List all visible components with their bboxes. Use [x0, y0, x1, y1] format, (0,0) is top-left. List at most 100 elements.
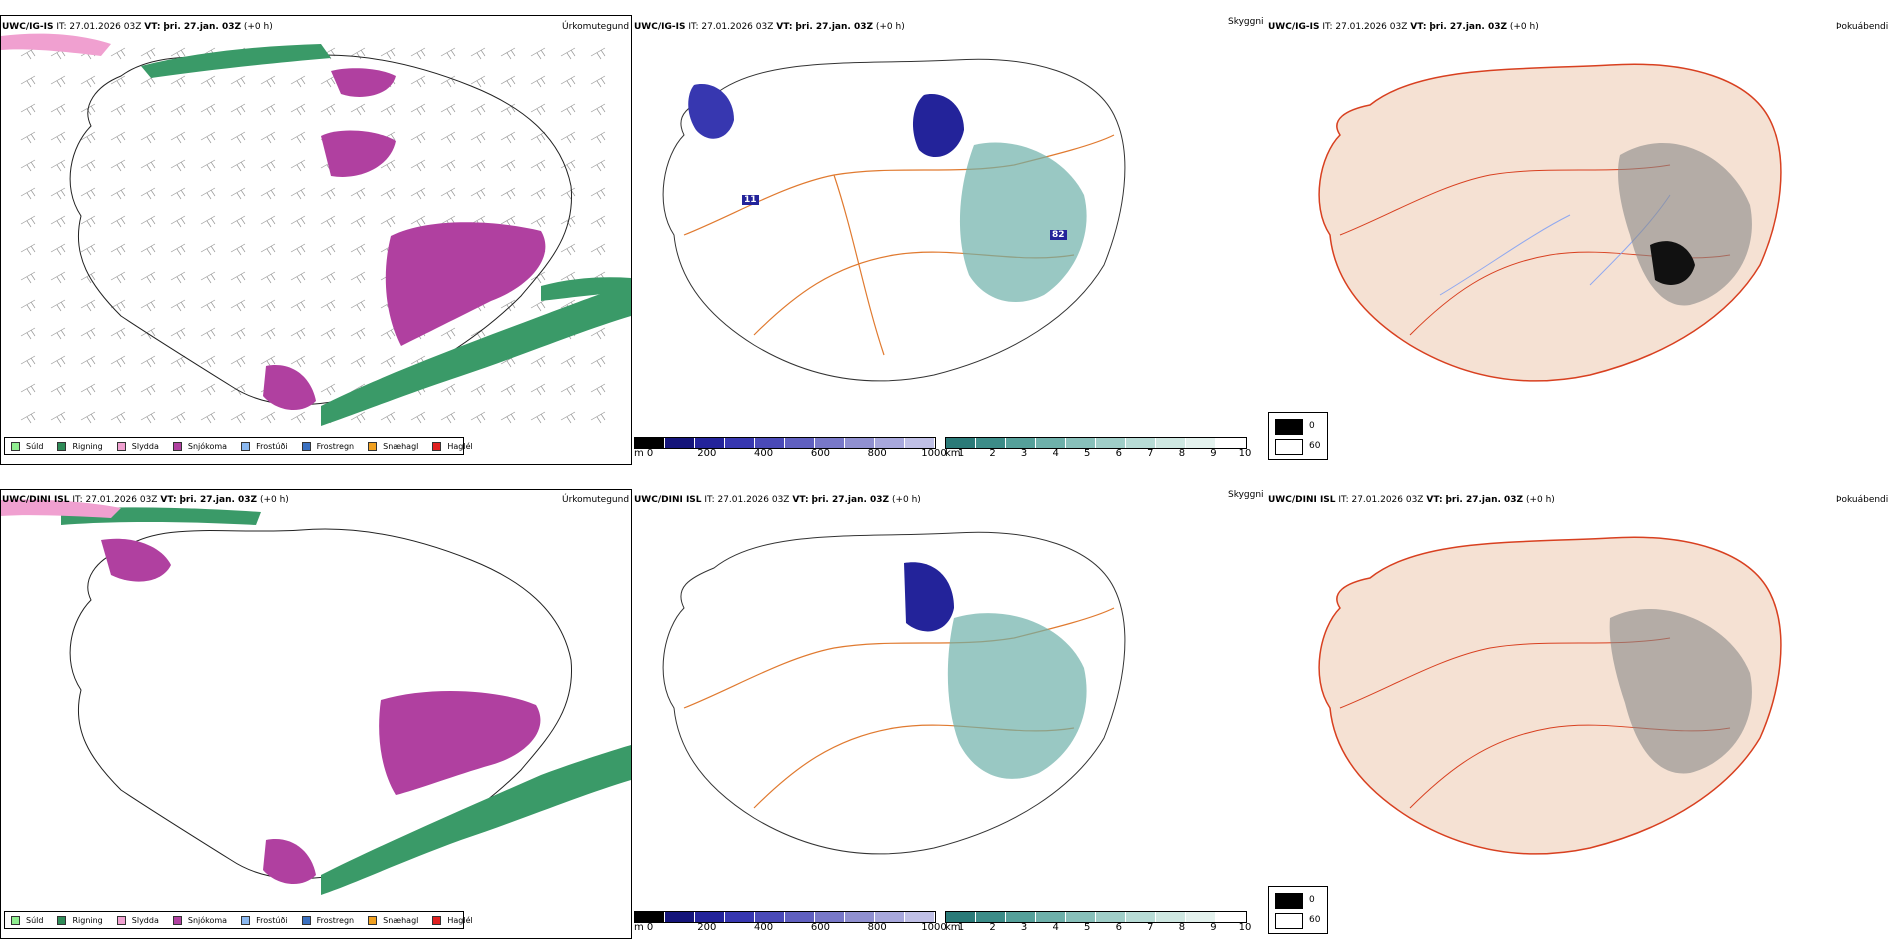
wind-barb — [440, 103, 456, 116]
colorbar-tick: 8 — [1178, 922, 1186, 933]
wind-barb — [590, 159, 606, 172]
snow-area — [385, 222, 546, 346]
wind-barb — [110, 47, 126, 60]
wind-barb — [80, 327, 96, 340]
wind-barb — [200, 103, 216, 116]
wind-barb — [500, 131, 516, 144]
legend-item: Frostregn — [301, 441, 354, 451]
wind-barb — [170, 355, 186, 368]
wind-barb — [230, 271, 246, 284]
wind-barb — [50, 131, 66, 144]
colorbar-tick: 7 — [1147, 448, 1154, 459]
vis-label: 82 — [1050, 230, 1067, 240]
valid-time-label: VT: — [144, 22, 161, 32]
wind-barb — [590, 75, 606, 88]
legend-item: Snæhagl — [368, 441, 418, 451]
visibility-shade — [959, 142, 1087, 303]
visibility-map-row1 — [662, 58, 1126, 382]
wind-barb — [110, 187, 126, 200]
legend-swatch — [301, 441, 311, 451]
wind-barb — [80, 131, 96, 144]
colorbar-segment — [875, 438, 905, 448]
wind-barb — [110, 131, 126, 144]
colorbar-tick: 9 — [1210, 448, 1217, 459]
wind-barb — [140, 327, 156, 340]
fog-swatch — [1275, 439, 1303, 455]
panel-title-fog: Þokuábendi — [1836, 495, 1889, 505]
colorbar-tick: 3 — [1020, 448, 1028, 459]
visibility-colorbar — [945, 911, 1247, 923]
wind-barb — [20, 383, 36, 396]
wind-barb — [440, 411, 456, 424]
wind-barb — [110, 159, 126, 172]
colorbar-segment — [905, 912, 935, 922]
wind-barb — [350, 271, 366, 284]
wind-barb — [170, 271, 186, 284]
wind-barb — [140, 103, 156, 116]
wind-barb — [230, 75, 246, 88]
wind-barb — [140, 299, 156, 312]
wind-barb — [80, 243, 96, 256]
colorbar-tick: 4 — [1052, 448, 1059, 459]
wind-barb — [110, 243, 126, 256]
colorbar-segment — [905, 438, 935, 448]
wind-barb — [320, 271, 336, 284]
wind-barb — [170, 159, 186, 172]
rain-area — [321, 284, 631, 426]
wind-barb — [140, 411, 156, 424]
wind-barb — [350, 215, 366, 228]
wind-barb — [140, 47, 156, 60]
wind-barb — [260, 103, 276, 116]
wind-barb — [140, 187, 156, 200]
legend-swatch — [116, 441, 126, 451]
colorbar-segment — [1126, 912, 1156, 922]
panel-title-fog: Þokuábendi — [1836, 22, 1889, 32]
wind-barb — [170, 411, 186, 424]
valid-time: þri. 27.jan. 03Z — [163, 22, 241, 32]
colorbar-segment — [635, 438, 665, 448]
wind-barb — [440, 383, 456, 396]
visibility-ticks: 1 2 3 4 5 6 7 8 9 10 — [945, 922, 1252, 934]
snow-area — [101, 538, 171, 582]
wind-barb — [290, 75, 306, 88]
colorbar-segment — [815, 438, 845, 448]
colorbar-tick: 400 — [754, 448, 774, 459]
wind-barb — [590, 243, 606, 256]
row2-fog-header: UWC/DINI ISL IT: 27.01.2026 03Z VT: þri.… — [1268, 495, 1555, 505]
colorbar-segment — [1036, 912, 1066, 922]
colorbar-segment — [635, 912, 665, 922]
wind-barb — [500, 299, 516, 312]
colorbar-tick: 400 — [754, 922, 774, 933]
colorbar-tick: 1 — [957, 448, 965, 459]
wind-barb — [140, 131, 156, 144]
colorbar-segment — [725, 438, 755, 448]
colorbar-segment — [1006, 912, 1036, 922]
colorbar-segment — [665, 438, 695, 448]
wind-barb — [200, 271, 216, 284]
fog-gray — [1609, 609, 1752, 774]
wind-barb — [350, 355, 366, 368]
wind-barb — [380, 215, 396, 228]
wind-barb — [20, 159, 36, 172]
precip-type-map-row1 — [0, 15, 632, 465]
wind-barb — [590, 327, 606, 340]
row1-header: UWC/IG-IS IT: 27.01.2026 03Z VT: þri. 27… — [2, 22, 273, 32]
colorbar-segment — [1036, 438, 1066, 448]
wind-barb — [530, 103, 546, 116]
colorbar-segment — [785, 912, 815, 922]
wind-barb — [410, 131, 426, 144]
row1-vis-header: UWC/IG-IS IT: 27.01.2026 03Z VT: þri. 27… — [634, 22, 905, 32]
wind-barb — [50, 383, 66, 396]
wind-barb — [200, 299, 216, 312]
wind-barb — [320, 327, 336, 340]
wind-barb — [410, 47, 426, 60]
fog-map-row2 — [1318, 536, 1782, 855]
wind-barb — [50, 327, 66, 340]
fog-key: 0 60 — [1268, 412, 1328, 460]
wind-barb — [140, 159, 156, 172]
wind-barb — [20, 299, 36, 312]
wind-barb — [230, 299, 246, 312]
colorbar-tick: 6 — [1115, 922, 1122, 933]
wind-barb — [260, 243, 276, 256]
wind-barb — [590, 411, 606, 424]
